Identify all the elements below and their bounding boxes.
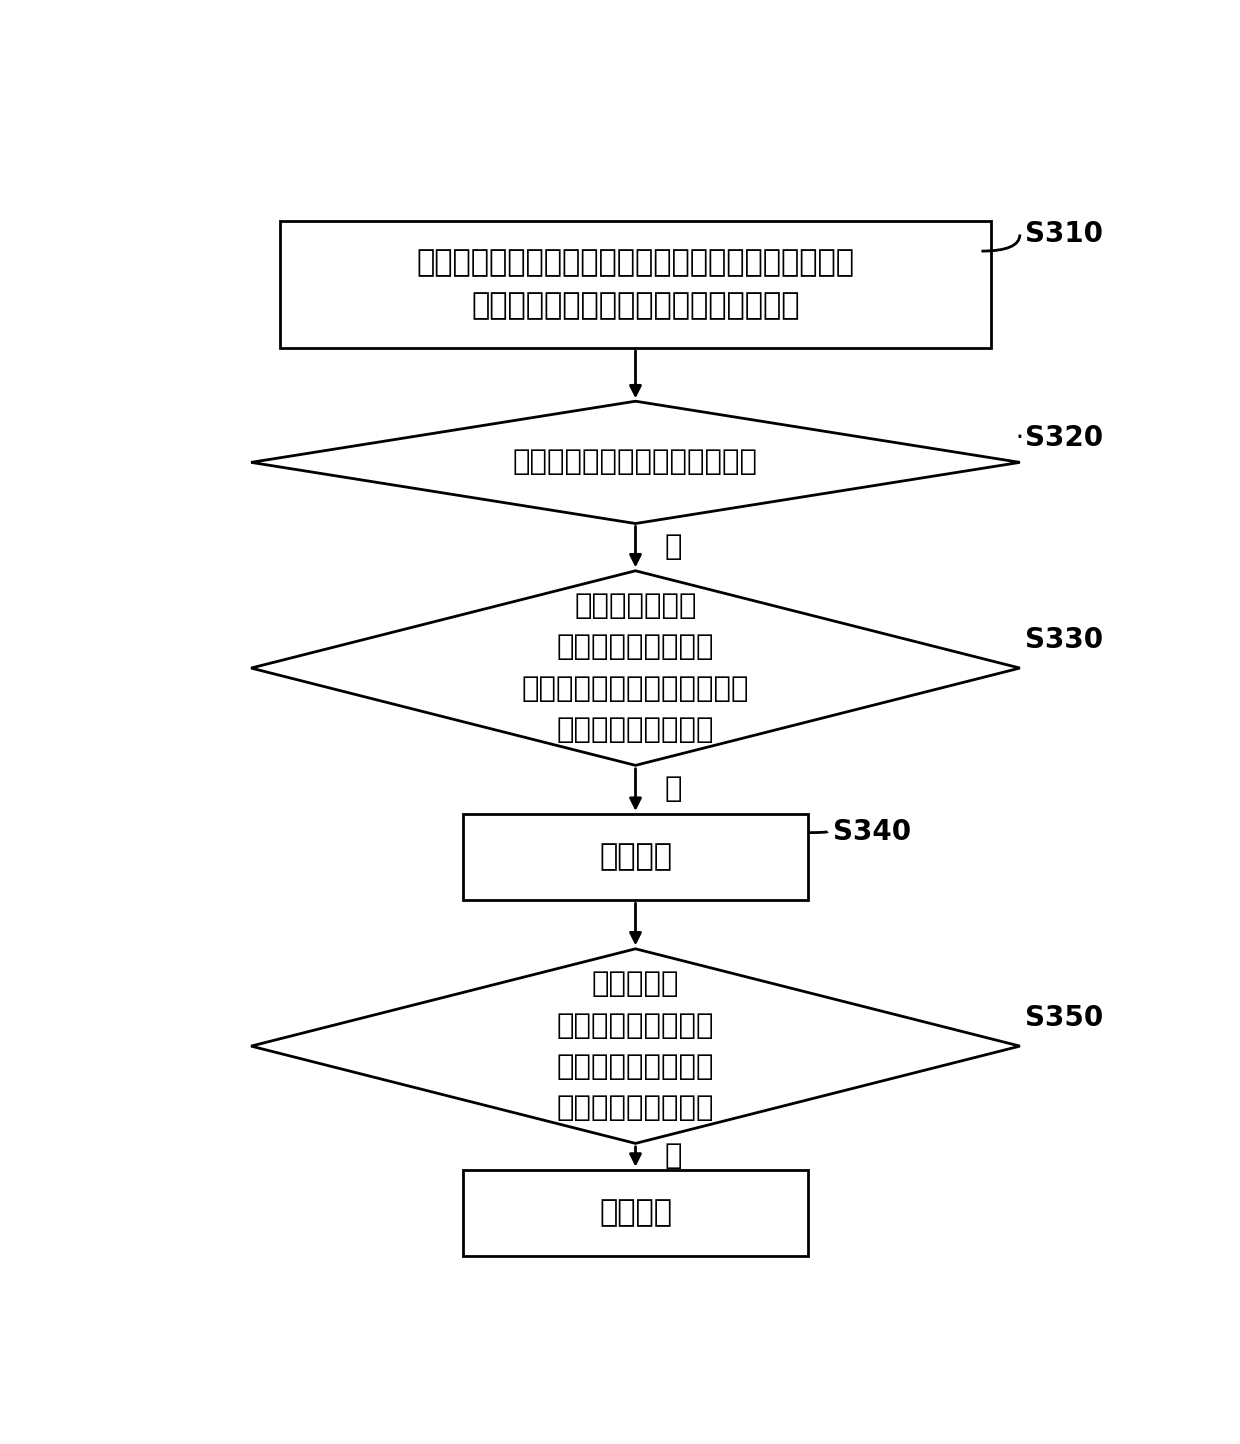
Polygon shape (250, 401, 1019, 524)
Polygon shape (250, 949, 1019, 1144)
Text: 屏幕亮屏以及车内光线环境黑暗: 屏幕亮屏以及车内光线环境黑暗 (513, 449, 758, 477)
Text: S320: S320 (1024, 425, 1102, 452)
Text: S340: S340 (832, 817, 910, 846)
Text: 是: 是 (665, 775, 682, 803)
Text: 是: 是 (665, 533, 682, 560)
Text: 熄灭屏幕: 熄灭屏幕 (599, 843, 672, 872)
Text: 是: 是 (665, 1142, 682, 1170)
Bar (463, 814, 808, 901)
Text: 检测车载终端的屏幕控制信号，以及读取当前时刻车内
的光传感器所检测的车内环境的光线强度: 检测车载终端的屏幕控制信号，以及读取当前时刻车内 的光传感器所检测的车内环境的光… (417, 248, 854, 321)
Text: S350: S350 (1024, 1005, 1102, 1032)
Text: 屏幕被触摸
驾驶员视线停留屏幕
呼入电话、信息通知
或档位切换至倒车档: 屏幕被触摸 驾驶员视线停留屏幕 呼入电话、信息通知 或档位切换至倒车档 (557, 970, 714, 1122)
Polygon shape (250, 570, 1019, 765)
Text: 屏幕亮屏: 屏幕亮屏 (599, 1199, 672, 1227)
Bar (280, 221, 991, 348)
Text: 屏幕没有被触摸
驾驶员没有注视屏幕
语音助手应用程序处于非唤醒
导航应用程序无任务: 屏幕没有被触摸 驾驶员没有注视屏幕 语音助手应用程序处于非唤醒 导航应用程序无任… (522, 592, 749, 744)
Text: S330: S330 (1024, 627, 1102, 654)
Bar (463, 1170, 808, 1256)
Text: S310: S310 (1024, 221, 1102, 248)
